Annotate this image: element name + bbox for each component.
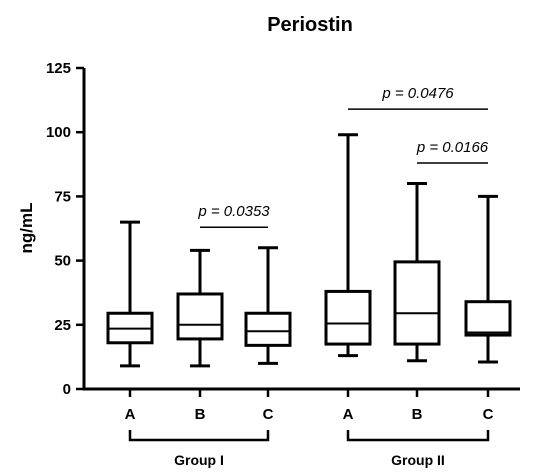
y-axis-label: ng/mL (17, 203, 36, 254)
box-iqr (324, 289, 372, 346)
box-2 (176, 248, 224, 368)
box-iqr (464, 300, 512, 337)
y-tick-label: 0 (63, 381, 71, 398)
box-4 (324, 133, 372, 358)
x-category-label: B (412, 406, 423, 423)
p-value-label: p = 0.0166 (416, 139, 489, 156)
x-category-label: C (263, 406, 274, 423)
box-6 (464, 194, 512, 364)
x-category-label: A (343, 406, 354, 423)
box-iqr (393, 260, 441, 346)
y-tick-label: 75 (54, 188, 71, 205)
group-label: Group I (174, 452, 224, 468)
group-bracket: Group I (128, 430, 270, 468)
y-tick-label: 125 (46, 60, 71, 77)
group-bracket: Group II (346, 430, 490, 468)
group-label: Group II (391, 452, 445, 468)
bracket-line (128, 430, 270, 442)
annotations: p = 0.0476 p = 0.0166 p = 0.0353 (197, 85, 489, 228)
bracket-line (346, 430, 490, 442)
boxes (106, 133, 512, 368)
y-tick-label: 25 (54, 317, 71, 334)
box-3 (244, 246, 292, 365)
y-tick-label: 50 (54, 253, 71, 270)
p-value-label: p = 0.0476 (381, 85, 454, 102)
x-category-label: C (483, 406, 494, 423)
box-iqr (244, 311, 292, 347)
x-category-label: B (195, 406, 206, 423)
x-category-label: A (125, 406, 136, 423)
axes: 0 25 50 75 100 125 A B C A B C (46, 60, 520, 423)
box-5 (393, 182, 441, 363)
p-value-label: p = 0.0353 (197, 203, 270, 220)
box-iqr (176, 292, 224, 341)
chart-title: Periostin (267, 14, 353, 36)
y-tick-label: 100 (46, 124, 71, 141)
group-brackets: Group I Group II (128, 430, 490, 468)
box-1 (106, 220, 154, 368)
